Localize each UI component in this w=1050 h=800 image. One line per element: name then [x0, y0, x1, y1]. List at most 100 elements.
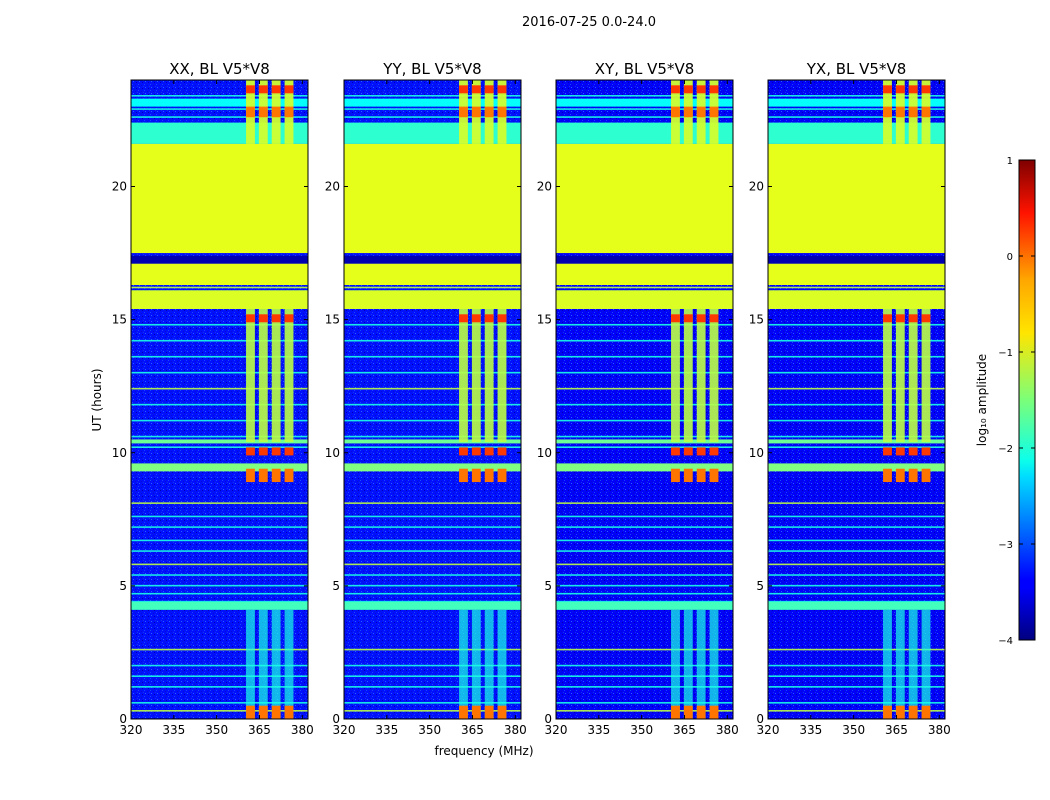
- rfi-stripe: [484, 609, 494, 719]
- rfi-line: [556, 446, 733, 449]
- colorbar-gradient: [1018, 159, 1036, 641]
- rfi-line: [768, 648, 945, 651]
- rfi-hot-block: [497, 106, 507, 118]
- rfi-hot-block: [895, 447, 905, 456]
- x-tick-label: 365: [461, 723, 484, 737]
- y-tick-label: 15: [325, 313, 340, 327]
- rfi-stripe: [484, 308, 494, 443]
- panel-4: YX, BL V5*V8 320 335 350 365 380 0 5 10 15 20: [749, 60, 951, 737]
- rfi-hot-block: [471, 85, 481, 94]
- rfi-line: [556, 435, 733, 438]
- rfi-line: [344, 526, 521, 528]
- y-tick-label: 5: [119, 579, 127, 593]
- x-tick-label: 365: [673, 723, 696, 737]
- rfi-line: [556, 355, 733, 358]
- rfi-band: [556, 439, 733, 444]
- rfi-line: [131, 574, 308, 576]
- x-tick-label: 335: [799, 723, 822, 737]
- rfi-stripe: [895, 308, 905, 443]
- rfi-line: [768, 584, 945, 587]
- rfi-band: [344, 98, 521, 107]
- rfi-stripe: [921, 609, 931, 719]
- rfi-band: [768, 463, 945, 472]
- rfi-hot-block: [671, 447, 680, 456]
- rfi-hot-block: [921, 106, 931, 118]
- rfi-band: [131, 122, 308, 144]
- rfi-line: [556, 563, 733, 566]
- rfi-hot-block: [246, 314, 255, 323]
- rfi-hot-block: [484, 468, 494, 483]
- rfi-band: [131, 98, 308, 107]
- x-tick-label: 320: [757, 723, 780, 737]
- rfi-hot-block: [471, 314, 481, 323]
- rfi-line: [131, 702, 308, 704]
- y-tick-label: 5: [756, 579, 764, 593]
- rfi-hot-block: [459, 85, 468, 94]
- rfi-hot-block: [883, 705, 892, 719]
- rfi-line: [344, 675, 521, 677]
- rfi-stripe: [921, 308, 931, 443]
- rfi-hot-block: [484, 314, 494, 323]
- y-tick-label: 10: [537, 446, 552, 460]
- rfi-line: [131, 584, 308, 587]
- rfi-hot-block: [696, 106, 706, 118]
- x-tick-label: 350: [630, 723, 653, 737]
- rfi-line: [131, 94, 308, 97]
- figure-suptitle: 2016-07-25 0.0-24.0: [522, 15, 656, 30]
- rfi-band: [131, 463, 308, 472]
- x-axis-label: frequency (MHz): [434, 744, 533, 758]
- rfi-line: [768, 339, 945, 342]
- rfi-line: [131, 526, 308, 528]
- rfi-line: [556, 371, 733, 374]
- rfi-stripe: [671, 609, 680, 719]
- rfi-hot-block: [271, 314, 281, 323]
- rfi-band: [768, 98, 945, 107]
- rfi-line: [131, 710, 308, 712]
- rfi-hot-block: [671, 85, 680, 94]
- rfi-line: [344, 286, 521, 289]
- rfi-hot-block: [883, 314, 892, 323]
- rfi-stripe: [671, 308, 680, 443]
- rfi-stripe: [258, 609, 268, 719]
- rfi-line: [768, 675, 945, 677]
- rfi-hot-block: [484, 705, 494, 719]
- rfi-hot-block: [497, 705, 507, 719]
- flagged-region: [344, 290, 521, 309]
- rfi-band: [344, 439, 521, 444]
- rfi-line: [131, 686, 308, 688]
- rfi-stripe: [246, 609, 255, 719]
- rfi-hot-block: [671, 705, 680, 719]
- flagged-gap: [768, 255, 945, 264]
- rfi-hot-block: [284, 85, 294, 94]
- x-tick-label: 350: [418, 723, 441, 737]
- rfi-stripe: [471, 308, 481, 443]
- flagged-region: [344, 263, 521, 286]
- rfi-stripe: [709, 609, 719, 719]
- rfi-line: [556, 584, 733, 587]
- flagged-gap: [556, 255, 733, 264]
- rfi-hot-block: [271, 106, 281, 118]
- rfi-hot-block: [908, 314, 918, 323]
- flagged-region: [768, 290, 945, 309]
- rfi-line: [131, 419, 308, 422]
- rfi-line: [344, 323, 521, 326]
- rfi-line: [556, 419, 733, 422]
- flagged-region: [131, 290, 308, 309]
- rfi-line: [131, 502, 308, 504]
- rfi-stripe: [895, 609, 905, 719]
- rfi-line: [768, 600, 945, 603]
- rfi-hot-block: [246, 468, 255, 483]
- rfi-line: [344, 648, 521, 651]
- rfi-hot-block: [497, 314, 507, 323]
- rfi-line: [556, 116, 733, 118]
- rfi-line: [556, 686, 733, 688]
- rfi-hot-block: [696, 468, 706, 483]
- rfi-line: [768, 710, 945, 712]
- rfi-line: [344, 419, 521, 422]
- y-tick-label: 20: [537, 180, 552, 194]
- rfi-line: [768, 403, 945, 406]
- rfi-band: [556, 98, 733, 107]
- rfi-line: [344, 108, 521, 110]
- axes-frame: [130, 79, 309, 720]
- rfi-line: [768, 286, 945, 289]
